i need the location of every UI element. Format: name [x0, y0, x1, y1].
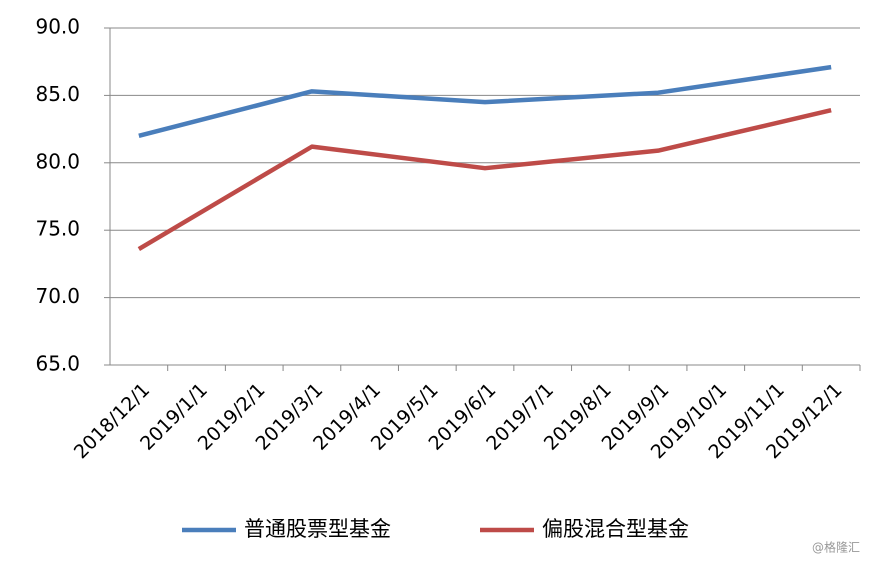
legend-label: 偏股混合型基金	[542, 517, 689, 541]
y-tick-label: 65.0	[35, 352, 80, 376]
x-tick-label: 2018/12/1	[70, 379, 154, 463]
y-tick-label: 75.0	[35, 217, 80, 241]
watermark: @格隆汇	[812, 540, 860, 555]
y-tick-label: 85.0	[35, 82, 80, 106]
line-series	[138, 64, 832, 139]
y-tick-label: 70.0	[35, 284, 80, 308]
legend-label: 普通股票型基金	[244, 517, 391, 541]
y-tick-label: 90.0	[35, 15, 80, 39]
y-tick-label: 80.0	[35, 149, 80, 173]
line-series	[137, 108, 832, 252]
